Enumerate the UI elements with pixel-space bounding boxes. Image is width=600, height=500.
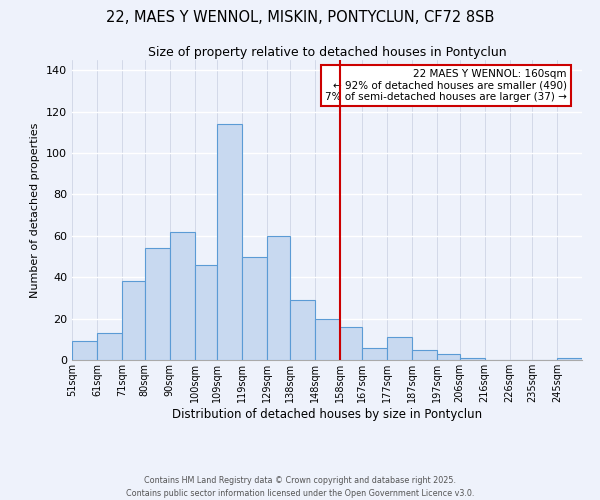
Bar [217,124,242,360]
Bar [72,342,97,360]
Bar [194,265,217,360]
Bar [122,282,145,360]
Bar [340,327,362,360]
Bar [557,358,582,360]
Text: 22 MAES Y WENNOL: 160sqm
← 92% of detached houses are smaller (490)
7% of semi-d: 22 MAES Y WENNOL: 160sqm ← 92% of detach… [325,69,567,102]
Bar [97,333,122,360]
Text: Contains HM Land Registry data © Crown copyright and database right 2025.
Contai: Contains HM Land Registry data © Crown c… [126,476,474,498]
Text: 22, MAES Y WENNOL, MISKIN, PONTYCLUN, CF72 8SB: 22, MAES Y WENNOL, MISKIN, PONTYCLUN, CF… [106,10,494,25]
Bar [412,350,437,360]
Bar [314,318,340,360]
Bar [145,248,170,360]
Bar [362,348,387,360]
Bar [267,236,290,360]
Bar [437,354,460,360]
Y-axis label: Number of detached properties: Number of detached properties [31,122,40,298]
Bar [242,256,267,360]
Bar [170,232,194,360]
Title: Size of property relative to detached houses in Pontyclun: Size of property relative to detached ho… [148,46,506,59]
Bar [387,337,412,360]
X-axis label: Distribution of detached houses by size in Pontyclun: Distribution of detached houses by size … [172,408,482,420]
Bar [460,358,485,360]
Bar [290,300,314,360]
